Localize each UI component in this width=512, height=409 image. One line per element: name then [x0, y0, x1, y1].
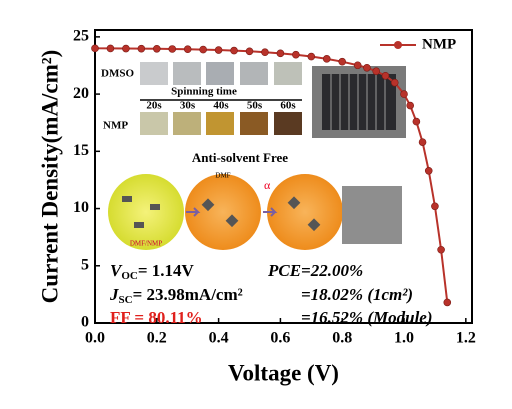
legend-marker: [394, 41, 402, 49]
inset-label: DMF/NMP: [130, 240, 162, 248]
legend: NMP: [380, 36, 456, 52]
data-point: [292, 50, 300, 59]
inset-label: Spinning time: [171, 86, 237, 98]
data-point: [353, 61, 362, 70]
annotation-sub: OC: [121, 270, 138, 282]
annotation: JSC= 23.98mA/cm²: [109, 285, 243, 306]
data-point: [153, 44, 161, 53]
x-tick-label: 1.2: [456, 330, 476, 347]
x-tick-label: 0.4: [209, 330, 229, 347]
data-point: [245, 47, 254, 56]
data-point: [168, 45, 177, 53]
data-point: [363, 63, 371, 72]
data-point: [122, 44, 130, 53]
data-point: [199, 45, 207, 54]
inset-label: DMF: [215, 172, 230, 180]
annotation: PCE=22.00%: [267, 261, 363, 280]
annotation-symbol: J: [109, 285, 119, 304]
data-point: [424, 166, 433, 175]
data-point: [390, 78, 399, 87]
inset-label: NMP: [103, 120, 128, 132]
data-point: [261, 48, 269, 57]
data-point: [106, 44, 115, 53]
annotation: FF = 80.11%: [110, 308, 203, 327]
x-tick-label: 0.8: [332, 330, 352, 347]
inset-label: 30s: [180, 100, 196, 112]
x-axis-label: Voltage (V): [228, 360, 339, 385]
x-tick-label: 1.0: [394, 330, 414, 347]
data-point: [381, 71, 390, 80]
data-point: [307, 52, 316, 61]
data-point: [322, 55, 331, 63]
inset-label: Anti-solvent Free: [192, 150, 288, 165]
y-tick-label: 0: [81, 314, 89, 331]
data-point: [183, 45, 192, 54]
inset-label: 60s: [280, 100, 296, 112]
data-point: [412, 117, 421, 126]
data-point: [338, 57, 347, 66]
annotation-sub: SC: [119, 294, 133, 306]
y-tick-label: 25: [73, 28, 89, 45]
data-point: [437, 245, 445, 254]
data-point: [443, 298, 452, 307]
annotation: VOC= 1.14V: [110, 261, 195, 282]
inset-label: DMSO: [101, 68, 134, 80]
y-axis-label: Current Density(mA/cm²): [37, 50, 62, 304]
annotation-symbol: V: [110, 261, 123, 280]
annotation-text: = 23.98mA/cm²: [133, 285, 243, 304]
x-tick-label: 0.0: [85, 330, 105, 347]
inset-schematic: [108, 174, 402, 250]
data-point: [276, 49, 285, 58]
y-tick-label: 15: [73, 142, 89, 159]
annotation: =18.02% (1cm²): [301, 285, 413, 304]
plot-frame: [94, 29, 473, 324]
y-tick-label: 10: [73, 199, 89, 216]
x-tick-label: 0.2: [147, 330, 167, 347]
data-point: [214, 46, 223, 54]
data-point: [418, 138, 427, 146]
inset-label: 50s: [247, 100, 263, 112]
legend-label: NMP: [422, 36, 456, 52]
data-point: [431, 202, 439, 211]
x-tick-label: 0.6: [270, 330, 290, 347]
data-point: [406, 101, 414, 110]
inset-label: 40s: [213, 100, 229, 112]
data-point: [137, 44, 146, 53]
inset-label: 20s: [146, 100, 162, 112]
y-tick-label: 20: [73, 85, 89, 102]
annotation: =16.52% (Module): [301, 308, 433, 327]
inset-films: [140, 62, 406, 138]
inset-label: α: [264, 178, 271, 192]
y-tick-label: 5: [81, 256, 89, 273]
annotation-text: = 1.14V: [138, 261, 195, 280]
data-point: [230, 46, 238, 55]
data-point: [400, 90, 408, 98]
data-point: [91, 44, 99, 53]
data-point: [372, 67, 381, 76]
